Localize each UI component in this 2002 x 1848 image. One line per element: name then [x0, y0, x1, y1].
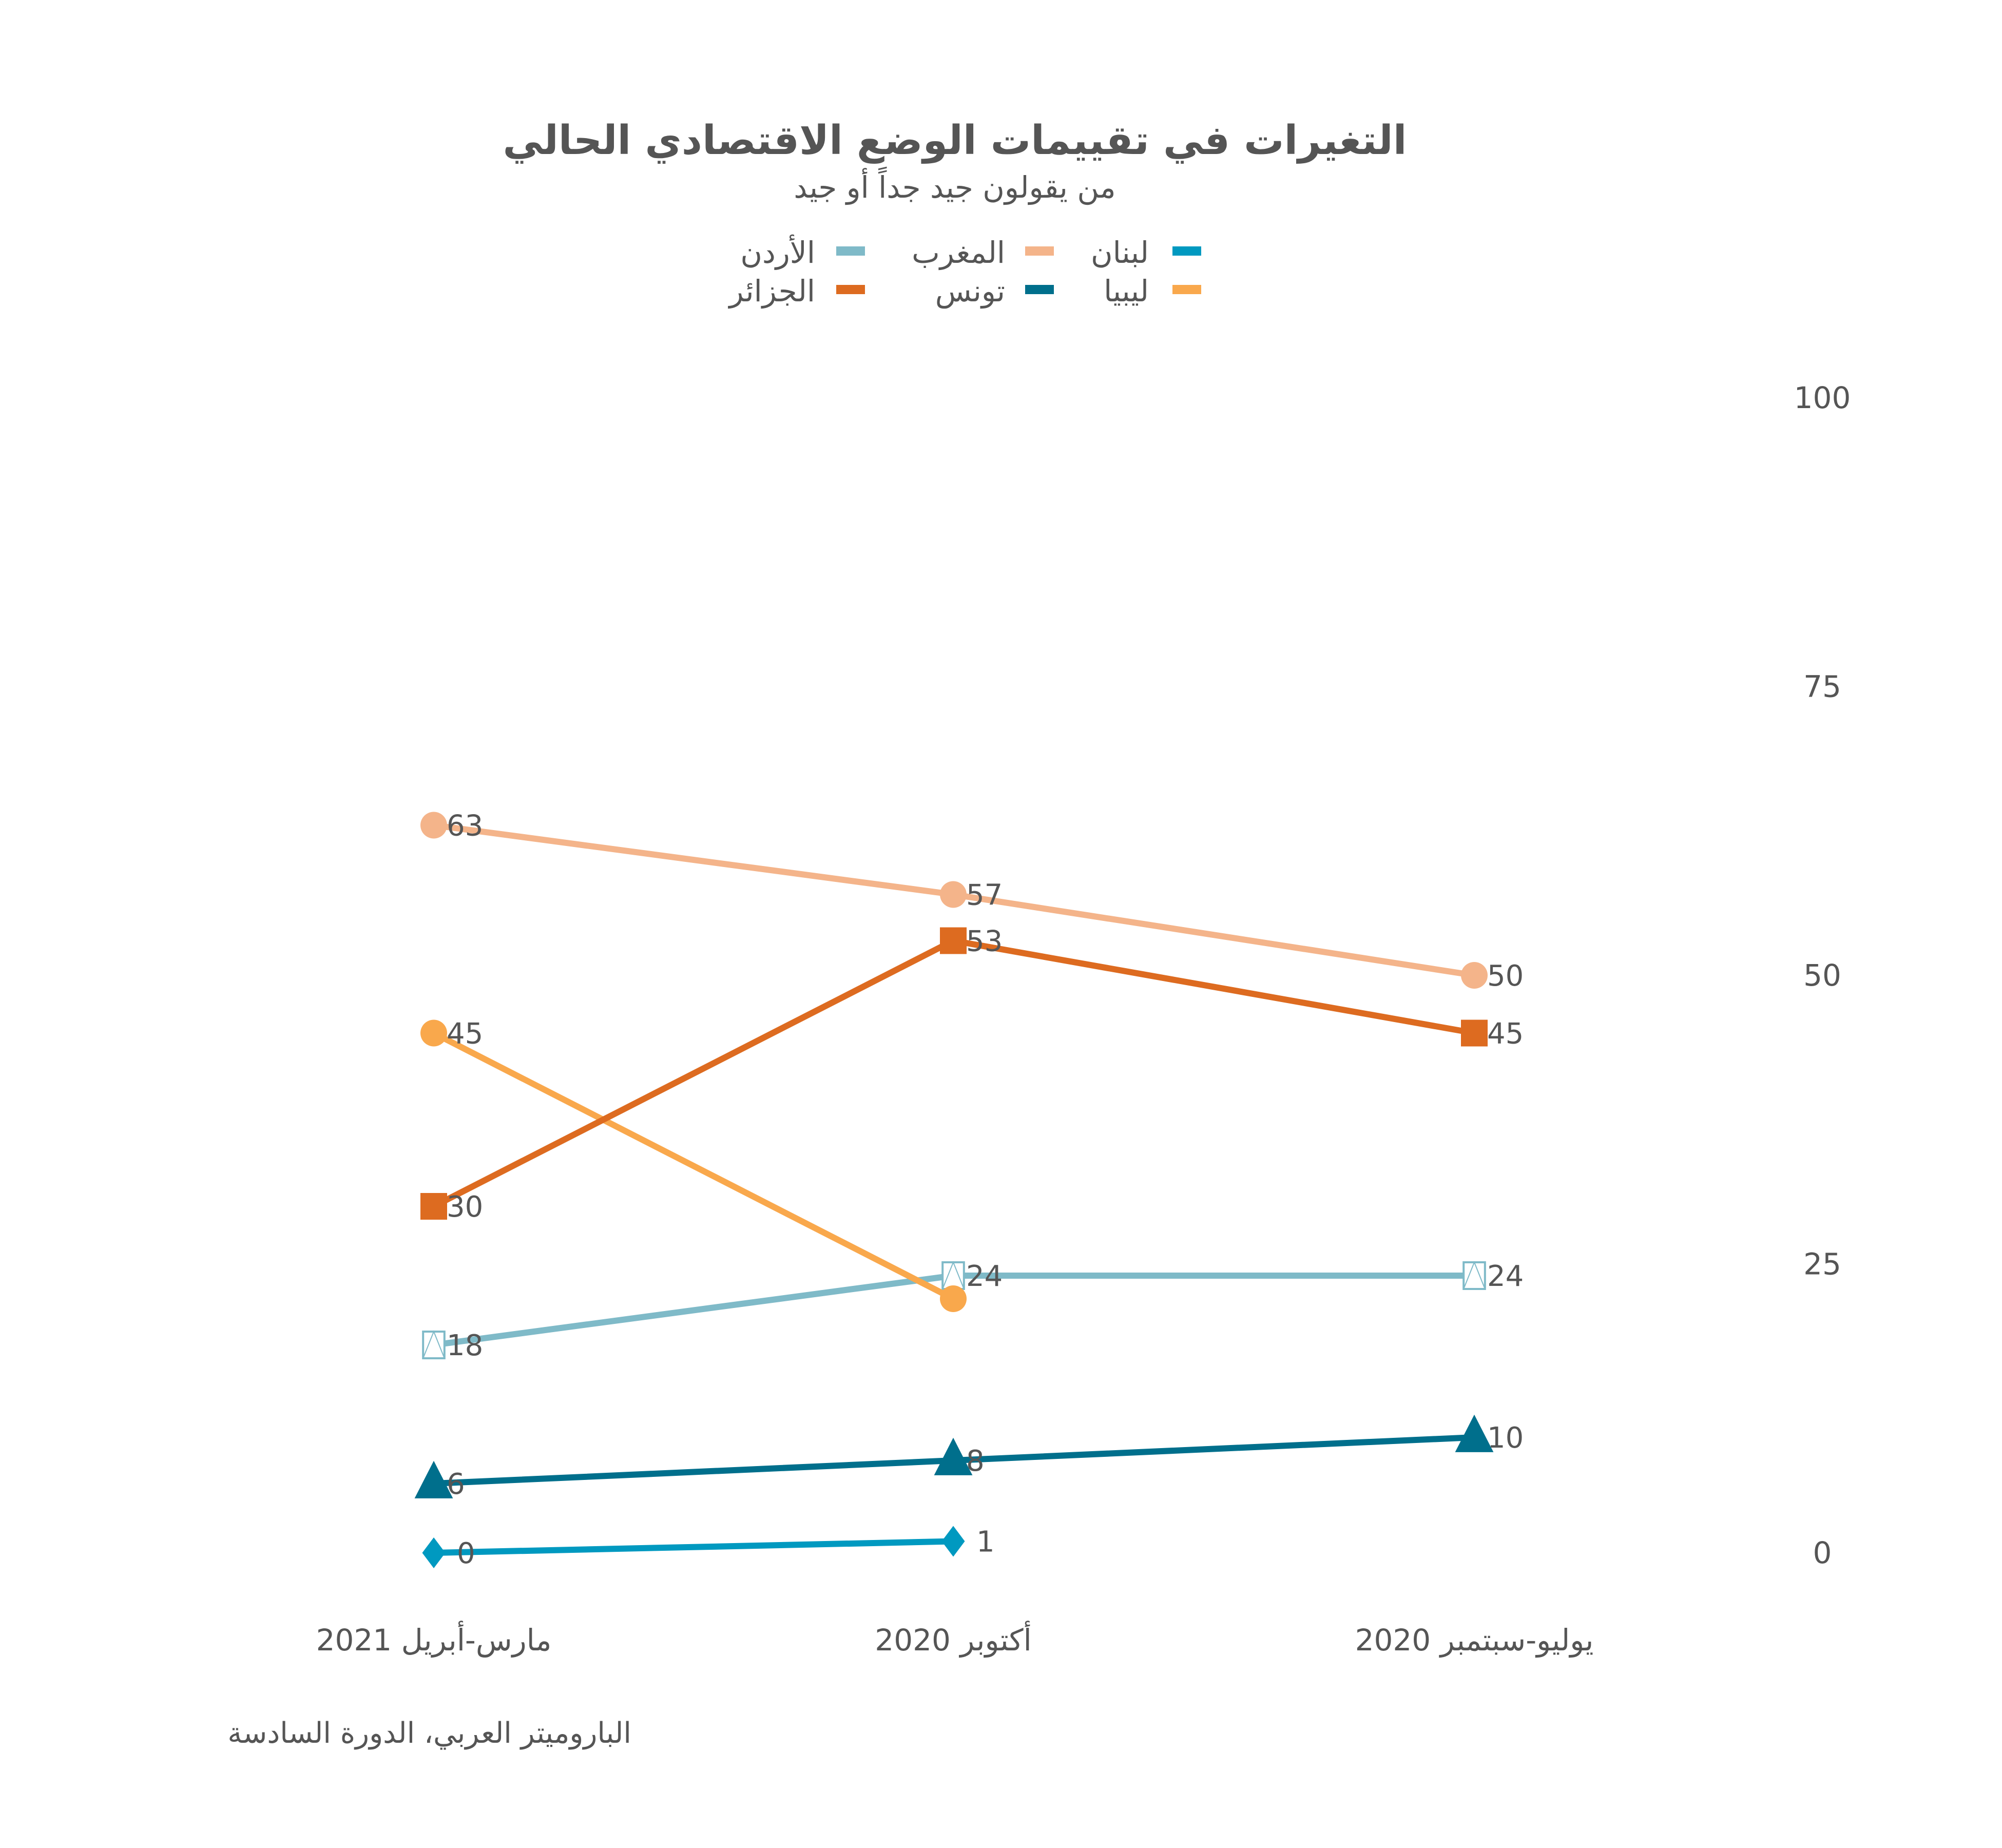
legend-item: الأردن: [740, 234, 865, 270]
y-tick-label: 75: [1803, 669, 1841, 704]
series-4: 10 8 6: [414, 1414, 1524, 1501]
diamond-marker: [941, 1526, 965, 1557]
x-tick-label: مارس-أبريل 2021: [316, 1621, 552, 1658]
y-axis: 0 25 50 75 100: [1794, 380, 1851, 1570]
data-label: 30: [447, 1190, 483, 1224]
legend-label: لبنان: [1091, 235, 1149, 270]
triangle-marker: [414, 1460, 453, 1498]
circle-marker: [420, 812, 447, 839]
x-axis: يوليو-سبتمبر 2020 أكتوبر 2020 مارس-أبريل 2…: [316, 1621, 1594, 1658]
data-label: 63: [447, 810, 483, 843]
legend-item: الجزائر: [728, 274, 865, 309]
legend: لبنان المغرب الأردن ليبيا تونس الجزائر: [728, 234, 1201, 309]
chart-subtitle: من يقولون جيد جداً أو جيد: [794, 166, 1115, 205]
data-label: 45: [1487, 1017, 1524, 1051]
triangle-outline: [942, 1261, 965, 1289]
series-1: 50 57 63: [420, 810, 1524, 993]
legend-swatch: [1172, 285, 1201, 294]
data-label: 6: [447, 1468, 465, 1501]
legend-item: لبنان: [1091, 235, 1201, 270]
circle-marker: [420, 1019, 447, 1047]
legend-swatch: [1025, 285, 1054, 294]
series-line: [432, 937, 1475, 1209]
legend-label: تونس: [935, 274, 1005, 309]
triangle-marker: [934, 1437, 973, 1475]
series-0: 10: [422, 1526, 995, 1570]
x-tick-label: يوليو-سبتمبر 2020: [1355, 1623, 1594, 1658]
data-label: 45: [447, 1017, 483, 1051]
square-marker: [1461, 1019, 1488, 1047]
triangle-marker: [1455, 1414, 1494, 1452]
square-outline: [941, 1261, 965, 1290]
legend-label: الجزائر: [728, 274, 816, 309]
square-outline: [422, 1331, 446, 1359]
square-marker: [420, 1193, 447, 1220]
legend-swatch: [1025, 246, 1054, 256]
data-label: 50: [1487, 959, 1524, 993]
square-marker: [940, 927, 967, 954]
data-label: 10: [1487, 1421, 1524, 1455]
series-line: [432, 1030, 955, 1302]
data-label: 18: [447, 1329, 483, 1362]
open-square-marker: [941, 1261, 965, 1290]
series-2: 24 24 18: [422, 1260, 1524, 1362]
data-label: 0: [457, 1537, 475, 1570]
circle-marker: [940, 1285, 967, 1312]
open-square-marker: [1462, 1261, 1486, 1290]
data-label: 1: [976, 1526, 995, 1559]
x-tick-label: أكتوبر 2020: [875, 1621, 1031, 1658]
legend-swatch: [836, 246, 865, 256]
series-line: [433, 1538, 954, 1556]
legend-item: تونس: [935, 274, 1054, 309]
y-tick-label: 100: [1794, 380, 1851, 415]
diamond-marker: [422, 1537, 446, 1568]
legend-label: ليبيا: [1104, 274, 1149, 309]
y-tick-label: 25: [1803, 1247, 1841, 1282]
legend-item: المغرب: [912, 235, 1054, 271]
triangle-outline: [1463, 1261, 1486, 1289]
y-tick-label: 50: [1803, 958, 1841, 993]
square-outline: [1462, 1261, 1486, 1290]
legend-label: المغرب: [912, 235, 1005, 271]
series-5: 45 53 30: [420, 925, 1524, 1224]
circle-marker: [940, 881, 967, 908]
data-label: 53: [966, 925, 1003, 958]
legend-swatch: [836, 285, 865, 294]
chart-title: التغيرات في تقييمات الوضع الاقتصادي الحا…: [503, 118, 1407, 164]
triangle-outline: [422, 1330, 445, 1359]
circle-marker: [1461, 962, 1488, 989]
source-note: الباروميتر العربي، الدورة السادسة: [227, 1717, 631, 1750]
data-label: 8: [966, 1445, 985, 1478]
y-tick-label: 0: [1813, 1535, 1832, 1570]
data-label: 24: [966, 1260, 1003, 1293]
legend-label: الأردن: [740, 234, 815, 270]
open-square-marker: [422, 1330, 446, 1359]
series-3: 45: [420, 1017, 967, 1312]
legend-item: ليبيا: [1104, 274, 1201, 309]
data-label: 24: [1487, 1260, 1524, 1293]
legend-swatch: [1172, 246, 1201, 256]
data-label: 57: [966, 879, 1003, 912]
